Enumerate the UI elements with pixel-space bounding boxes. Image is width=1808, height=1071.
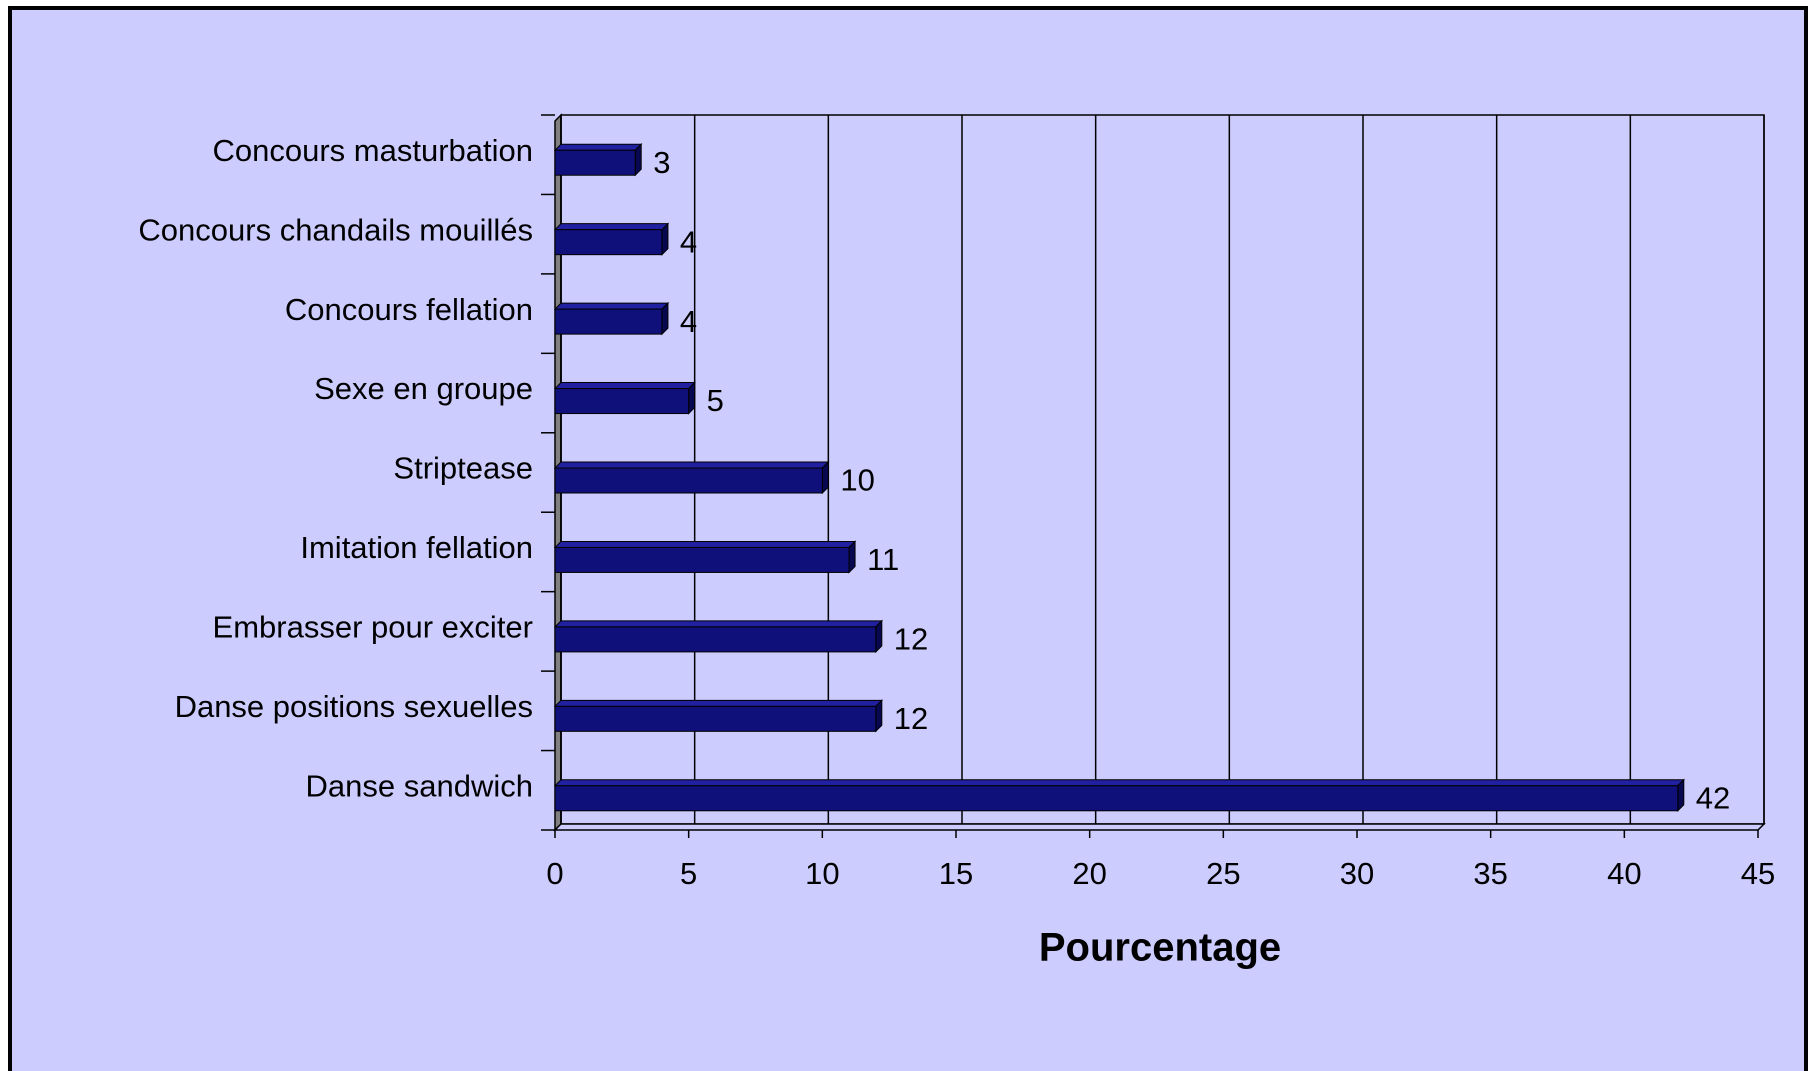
bar [554, 705, 877, 732]
y-tick-label: Striptease [393, 451, 533, 486]
bar-side [875, 619, 883, 654]
bar-side [1677, 778, 1685, 812]
bar-side [688, 381, 696, 415]
data-label: 4 [680, 224, 697, 259]
bar-top [553, 223, 670, 231]
bar [554, 229, 663, 256]
x-axis-title: Pourcentage [1039, 926, 1281, 970]
data-label: 10 [840, 463, 874, 498]
bar-top [553, 382, 696, 390]
bar-top [553, 143, 643, 151]
bar-top [553, 540, 857, 548]
chart-frame [8, 6, 1808, 1071]
y-tick-label: Concours masturbation [213, 133, 534, 168]
bar-side [875, 699, 883, 733]
bar-side [661, 301, 669, 336]
bar-top [553, 461, 830, 469]
x-tick-label: 30 [1340, 856, 1374, 891]
x-tick-label: 0 [546, 856, 563, 891]
bar [554, 388, 690, 415]
x-tick-label: 20 [1072, 856, 1106, 891]
data-label: 42 [1696, 780, 1730, 815]
bar [554, 308, 663, 335]
y-tick-label: Embrasser pour exciter [213, 610, 533, 645]
y-tick-label: Imitation fellation [300, 530, 533, 565]
bar-top [553, 620, 884, 628]
bar [554, 626, 877, 653]
x-tick-label: 25 [1206, 856, 1240, 891]
y-tick-label: Sexe en groupe [314, 371, 533, 406]
x-tick-label: 45 [1741, 856, 1775, 891]
bar-side [821, 460, 829, 495]
bar-top [553, 302, 670, 310]
bar-top [553, 699, 884, 707]
x-tick-label: 10 [805, 856, 839, 891]
x-tick-label: 35 [1473, 856, 1507, 891]
bar-side [634, 143, 642, 177]
bar-side [848, 540, 856, 574]
data-label: 12 [894, 701, 928, 736]
data-label: 11 [867, 542, 899, 577]
x-tick-label: 15 [939, 856, 973, 891]
bar [554, 546, 850, 573]
data-label: 4 [680, 304, 697, 339]
floor [553, 823, 1766, 831]
bar-top [553, 779, 1686, 787]
y-tick-label: Concours chandails mouillés [138, 212, 533, 247]
y-tick-label: Danse positions sexuelles [175, 689, 533, 724]
data-label: 12 [894, 622, 928, 657]
bar [554, 149, 636, 176]
x-tick-label: 40 [1607, 856, 1641, 891]
data-label: 5 [707, 383, 724, 418]
bar [554, 785, 1679, 812]
x-tick-label: 5 [680, 856, 697, 891]
data-label: 3 [653, 145, 670, 180]
y-tick-label: Danse sandwich [306, 768, 533, 803]
y-tick-label: Concours fellation [285, 292, 533, 327]
bar-side [661, 222, 669, 256]
bar [554, 467, 823, 494]
